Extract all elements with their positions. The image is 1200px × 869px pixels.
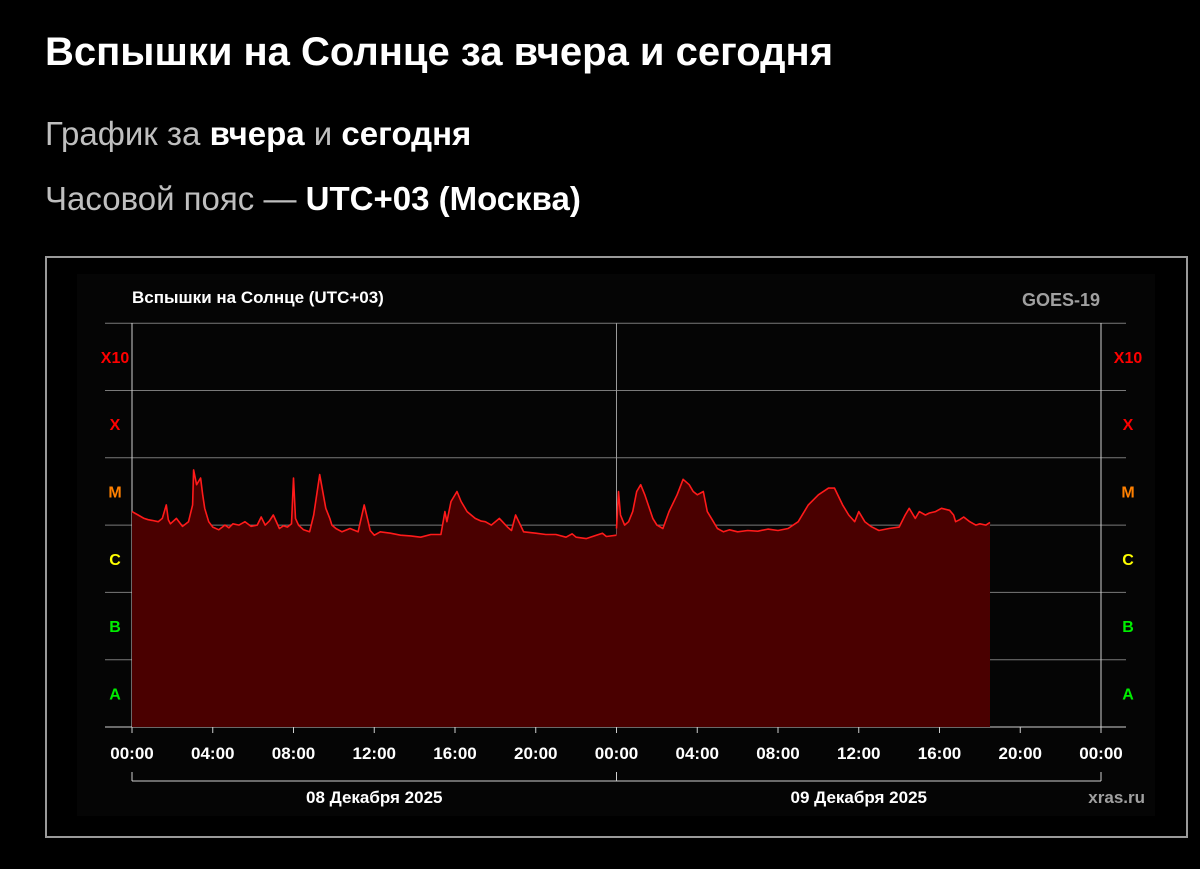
y-tick-label-left: X10 xyxy=(101,350,130,367)
subtitle-today: сегодня xyxy=(341,115,472,152)
x-tick-label: 00:00 xyxy=(595,744,638,763)
y-tick-label-right: C xyxy=(1122,552,1134,569)
y-tick-label-left: B xyxy=(109,619,121,636)
x-tick-label: 20:00 xyxy=(514,744,557,763)
subtitle-yesterday: вчера xyxy=(209,115,305,152)
x-tick-label: 04:00 xyxy=(191,744,234,763)
page-title: Вспышки на Солнце за вчера и сегодня xyxy=(45,30,834,74)
satellite-label: GOES-19 xyxy=(1022,290,1100,310)
x-tick-label: 16:00 xyxy=(918,744,961,763)
timezone-value: UTC+03 (Москва) xyxy=(305,180,581,217)
series-area-1 xyxy=(132,469,617,727)
x-tick-label: 00:00 xyxy=(1079,744,1122,763)
chart-frame: A A B B C C M M X X X10 X10 00:00 04:00 08:00 12:00 16:0… xyxy=(45,256,1188,838)
series-line-2 xyxy=(615,478,991,533)
chart-title: Вспышки на Солнце (UTC+03) xyxy=(132,288,384,307)
x-tick-label: 20:00 xyxy=(999,744,1042,763)
flare-chart: A A B B C C M M X X X10 X10 00:00 04:00 08:00 12:00 16:0… xyxy=(77,274,1155,816)
series-area-2 xyxy=(616,479,990,727)
day-label: 09 Декабря 2025 xyxy=(791,788,928,807)
x-tick-label: 12:00 xyxy=(353,744,396,763)
y-tick-label-right: B xyxy=(1122,619,1134,636)
y-tick-label-left: C xyxy=(109,552,121,569)
data-layer xyxy=(131,469,991,727)
x-tick-label: 04:00 xyxy=(676,744,719,763)
series-line-1 xyxy=(131,469,617,540)
x-tick-label: 08:00 xyxy=(272,744,315,763)
y-tick-label-left: M xyxy=(108,484,121,501)
subtitle-prefix: График за xyxy=(45,115,210,152)
watermark: xras.ru xyxy=(1088,788,1145,807)
subtitle-timezone: Часовой пояс — UTC+03 (Москва) xyxy=(45,180,581,218)
x-tick-label: 12:00 xyxy=(837,744,880,763)
x-tick-label: 08:00 xyxy=(756,744,799,763)
y-tick-label-left: A xyxy=(109,686,121,703)
subtitle-period: График за вчера и сегодня xyxy=(45,115,471,153)
subtitle-and: и xyxy=(304,115,342,152)
y-tick-label-right: M xyxy=(1121,484,1134,501)
y-tick-label-right: A xyxy=(1122,686,1134,703)
y-tick-label-right: X xyxy=(1123,417,1134,434)
y-tick-label-left: X xyxy=(110,417,121,434)
day-label: 08 Декабря 2025 xyxy=(306,788,443,807)
y-tick-label-right: X10 xyxy=(1114,350,1143,367)
timezone-prefix: Часовой пояс — xyxy=(45,180,306,217)
axis-layer: A A B B C C M M X X X10 X10 00:00 04:00 08:00 12:00 16:0… xyxy=(101,350,1143,807)
x-tick-label: 16:00 xyxy=(433,744,476,763)
x-tick-label: 00:00 xyxy=(110,744,153,763)
